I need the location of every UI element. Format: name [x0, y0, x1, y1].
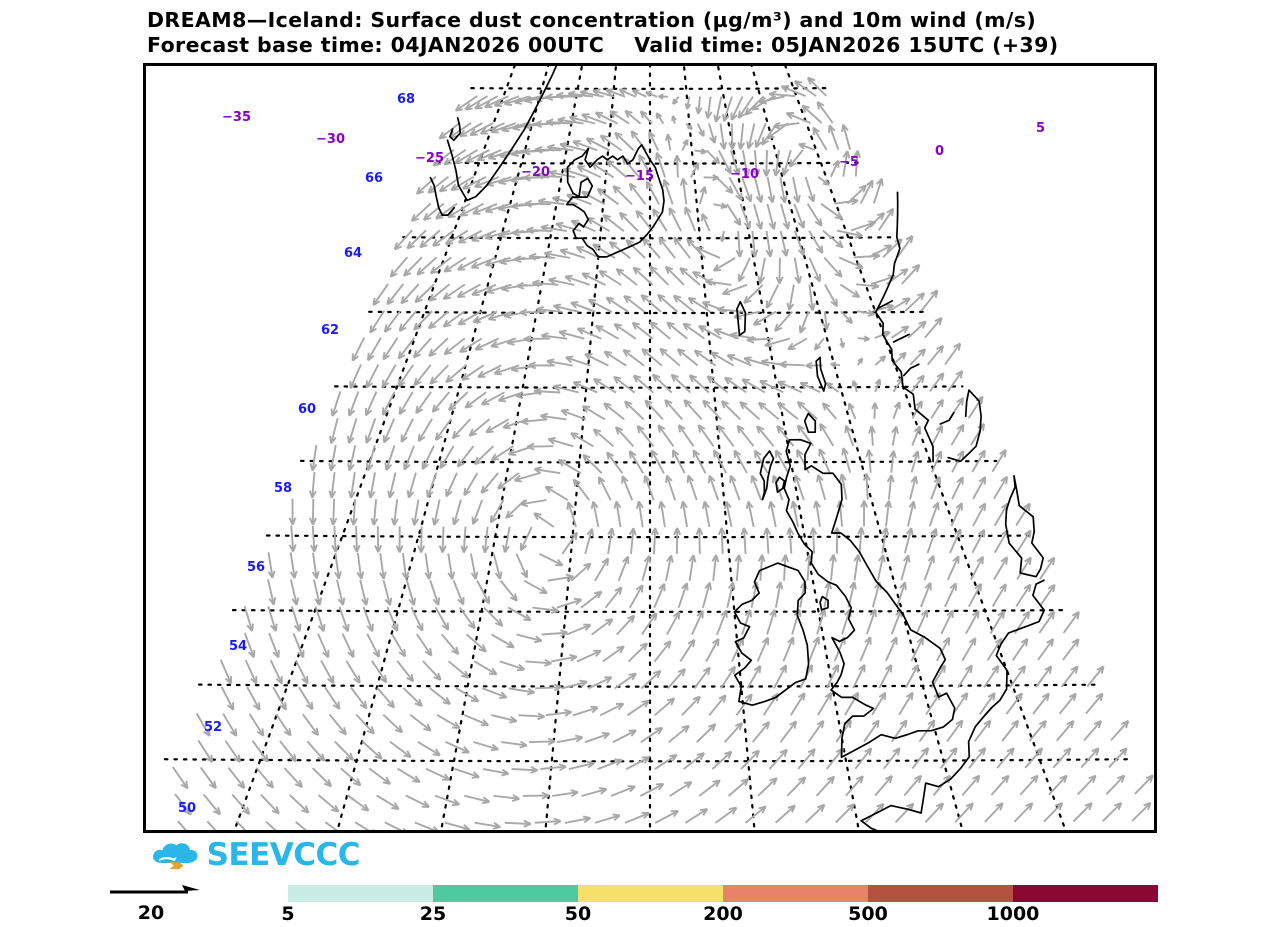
- colorbar-segment-2: [578, 885, 723, 902]
- coastline-france-w: [861, 821, 968, 830]
- chart-title-block: DREAM8—Iceland: Surface dust concentrati…: [147, 8, 1277, 58]
- coastline-shetland: [816, 357, 825, 391]
- colorbar-segment-3: [723, 885, 868, 902]
- lat-label-54: 54: [229, 639, 247, 654]
- lat-label-68: 68: [397, 92, 415, 107]
- lon-label-minus10: −10: [730, 167, 759, 182]
- wind-reference-vector: 20: [108, 884, 213, 924]
- lat-label-66: 66: [365, 171, 383, 186]
- coastline-denmark: [1006, 476, 1043, 577]
- lon-label-minus35: −35: [222, 110, 251, 125]
- colorbar-tick-25: 25: [420, 903, 446, 925]
- lon-label-minus20: −20: [521, 165, 550, 180]
- lon-label-minus25: −25: [415, 151, 444, 166]
- colorbar-tick-200: 200: [703, 903, 743, 925]
- colorbar-tick-1000: 1000: [987, 903, 1040, 925]
- lat-label-64: 64: [344, 246, 362, 261]
- lat-label-52: 52: [204, 720, 222, 735]
- colorbar-segment-5: [1013, 885, 1158, 902]
- coastline-outer-hebrides: [760, 451, 773, 500]
- lat-label-60: 60: [298, 402, 316, 417]
- coastline-isle-man: [820, 597, 828, 610]
- colorbar-tick-50: 50: [565, 903, 591, 925]
- colorbar-segment-0: [288, 885, 433, 902]
- lon-label-minus15: −15: [625, 169, 654, 184]
- coastline-norway-f4: [940, 413, 954, 424]
- coastline-ireland: [734, 563, 808, 705]
- lat-label-58: 58: [274, 481, 292, 496]
- lon-label-minus5: −5: [839, 155, 859, 170]
- colorbar-segment-4: [868, 885, 1013, 902]
- colorbar-tick-500: 500: [848, 903, 888, 925]
- wind-arrow-icon: [108, 884, 200, 900]
- coastline-belgium: [985, 708, 992, 716]
- coastline-norway-in1: [948, 390, 981, 461]
- title-line-1: DREAM8—Iceland: Surface dust concentrati…: [147, 8, 1277, 33]
- wind-key-label: 20: [108, 902, 194, 924]
- title-line-2: Forecast base time: 04JAN2026 00UTC Vali…: [147, 33, 1277, 58]
- colorbar-segment-1: [433, 885, 578, 902]
- lat-label-62: 62: [321, 323, 339, 338]
- colorbar-tick-5: 5: [281, 903, 294, 925]
- lat-label-56: 56: [247, 560, 265, 575]
- lon-label-minus30: −30: [316, 132, 345, 147]
- lon-label-5: 5: [1036, 121, 1045, 136]
- lon-label-0: 0: [935, 144, 944, 159]
- seevccc-logo: SEEVCCC: [150, 836, 360, 874]
- colorbar: [288, 885, 1158, 902]
- logo-text: SEEVCCC: [207, 840, 360, 871]
- cloud-icon: [150, 838, 200, 872]
- coastline-norway-f1: [904, 364, 919, 375]
- coastline-netherlands: [991, 580, 1044, 708]
- lat-label-50: 50: [178, 801, 196, 816]
